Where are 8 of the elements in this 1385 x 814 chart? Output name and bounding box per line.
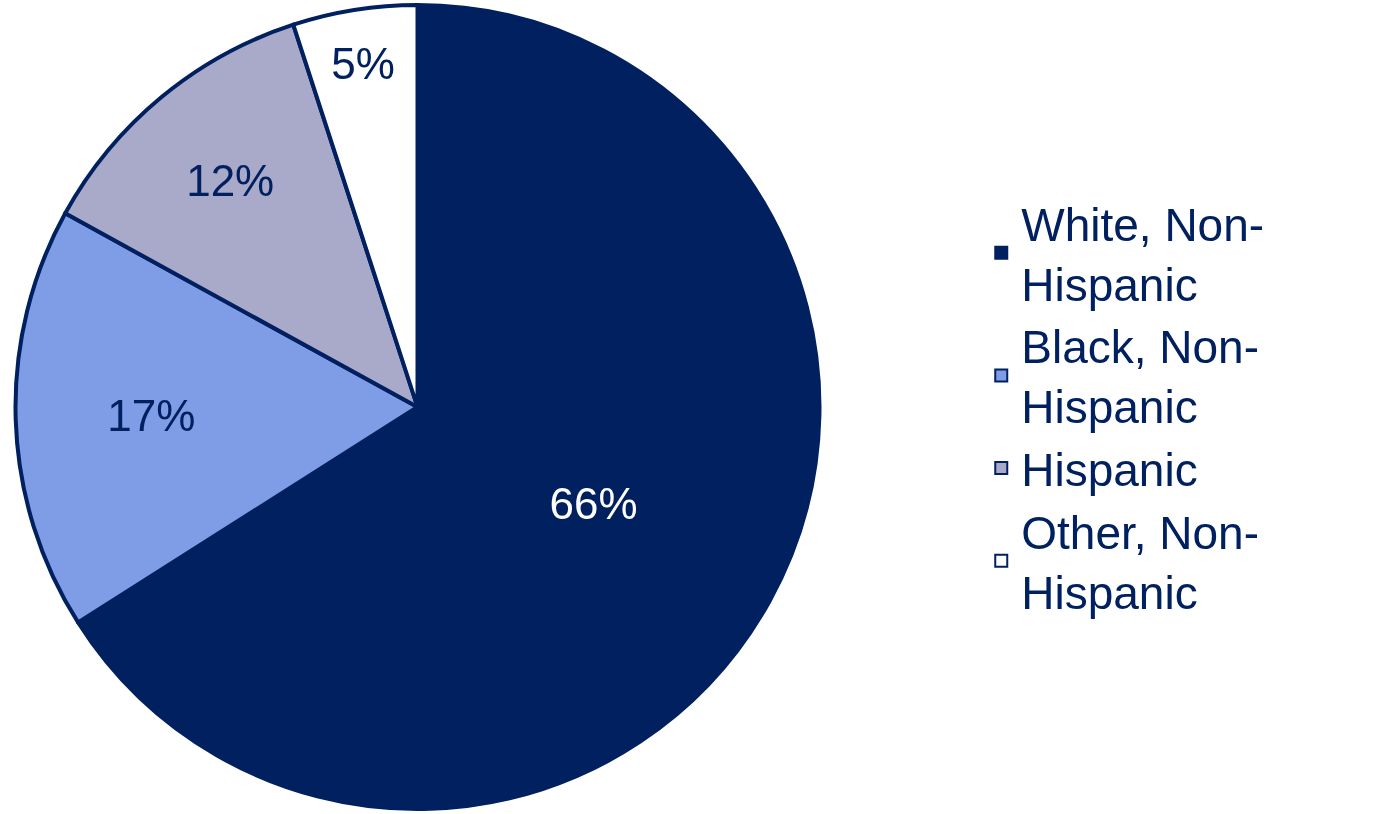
legend-label: Black, Non-Hispanic (1021, 321, 1259, 434)
legend-label: White, Non-Hispanic (1021, 198, 1265, 311)
legend-label: Other, Non-Hispanic (1021, 506, 1260, 619)
data-label: 66% (549, 479, 638, 529)
data-label: 5% (331, 39, 395, 89)
data-label: 17% (107, 390, 196, 440)
data-label: 12% (186, 156, 275, 206)
legend-label: Hispanic (1021, 444, 1198, 497)
